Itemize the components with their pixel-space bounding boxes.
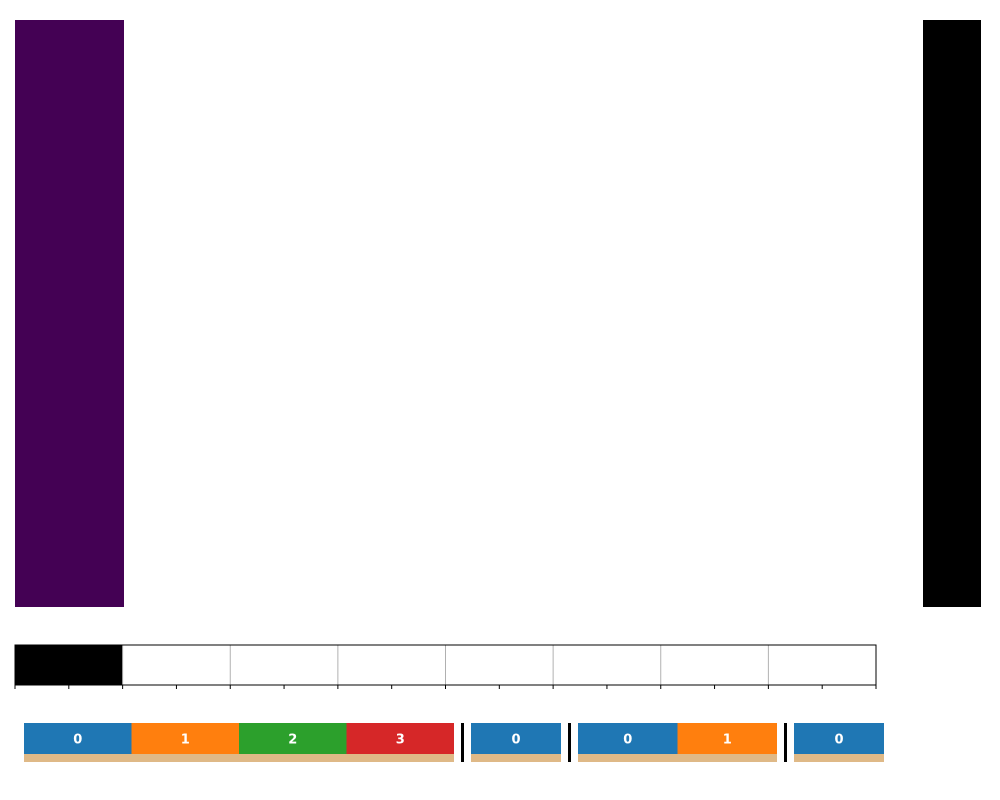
segment-label: 2 — [288, 733, 297, 748]
segment-block — [131, 723, 239, 754]
segment-label: 0 — [511, 733, 520, 748]
row-summary-bar — [923, 20, 981, 607]
group-separator — [568, 723, 571, 762]
track-cell — [15, 645, 123, 685]
segment-base-strip — [24, 754, 454, 762]
track-cell — [337, 645, 446, 685]
segment-block — [239, 723, 347, 754]
segment-block — [578, 723, 678, 754]
segment-groups: 0 1 2 3 0 0 1 0 — [24, 723, 884, 762]
segment-label: 3 — [396, 733, 405, 748]
segment-label: 1 — [181, 733, 190, 748]
track-cell — [122, 645, 231, 685]
track-cell — [553, 645, 661, 685]
heatmap-column — [15, 20, 124, 607]
track-cell — [230, 645, 338, 685]
segment-label: 1 — [723, 733, 732, 748]
segment-block — [677, 723, 777, 754]
segment-base-strip — [471, 754, 561, 762]
segment-block — [471, 723, 561, 754]
group-separator — [784, 723, 787, 762]
position-ticks — [14, 685, 877, 689]
track-cell — [768, 645, 876, 685]
track-cell — [445, 645, 554, 685]
segment-block — [24, 723, 132, 754]
segment-block — [794, 723, 884, 754]
segment-label: 0 — [623, 733, 632, 748]
segment-label: 0 — [834, 733, 843, 748]
segment-base-strip — [578, 754, 777, 762]
segment-block — [346, 723, 454, 754]
position-track — [14, 644, 877, 686]
track-cell — [660, 645, 769, 685]
group-separator — [461, 723, 464, 762]
segment-label: 0 — [73, 733, 82, 748]
segment-base-strip — [794, 754, 884, 762]
